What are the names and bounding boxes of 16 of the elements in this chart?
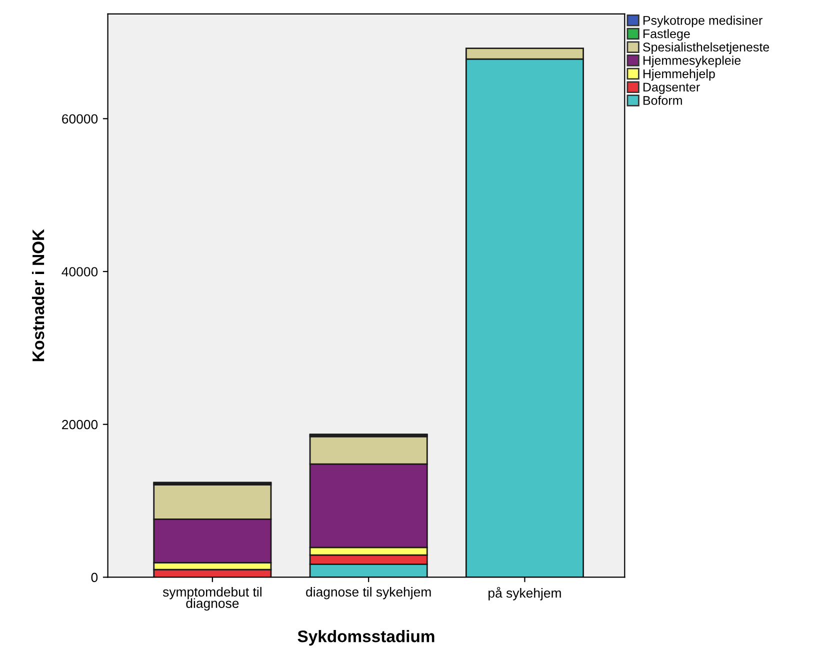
legend-label: Fastlege bbox=[643, 29, 690, 41]
x-tick-label: diagnose til sykehjem bbox=[306, 586, 431, 600]
legend-label: Hjemmehjelp bbox=[643, 69, 715, 81]
x-tick-label: på sykehjem bbox=[488, 586, 561, 600]
y-tick-label: 40000 bbox=[62, 267, 98, 276]
x-tick-label: symptomdebut til diagnose bbox=[162, 586, 262, 611]
legend-label: Dagsenter bbox=[643, 82, 700, 94]
legend-label: Boform bbox=[643, 96, 682, 105]
y-axis-title: Kostnader i NOK bbox=[32, 229, 44, 362]
y-tick-label: 0 bbox=[91, 572, 98, 582]
legend-label: Spesialisthelsetjeneste bbox=[643, 42, 770, 54]
x-axis-title: Sykdomsstadium bbox=[298, 630, 434, 646]
legend-label: Psykotrope medisiner bbox=[643, 16, 762, 28]
legend-label: Hjemmesykepleie bbox=[643, 56, 741, 68]
y-tick-label: 60000 bbox=[62, 114, 98, 124]
y-tick-label: 20000 bbox=[62, 420, 98, 430]
